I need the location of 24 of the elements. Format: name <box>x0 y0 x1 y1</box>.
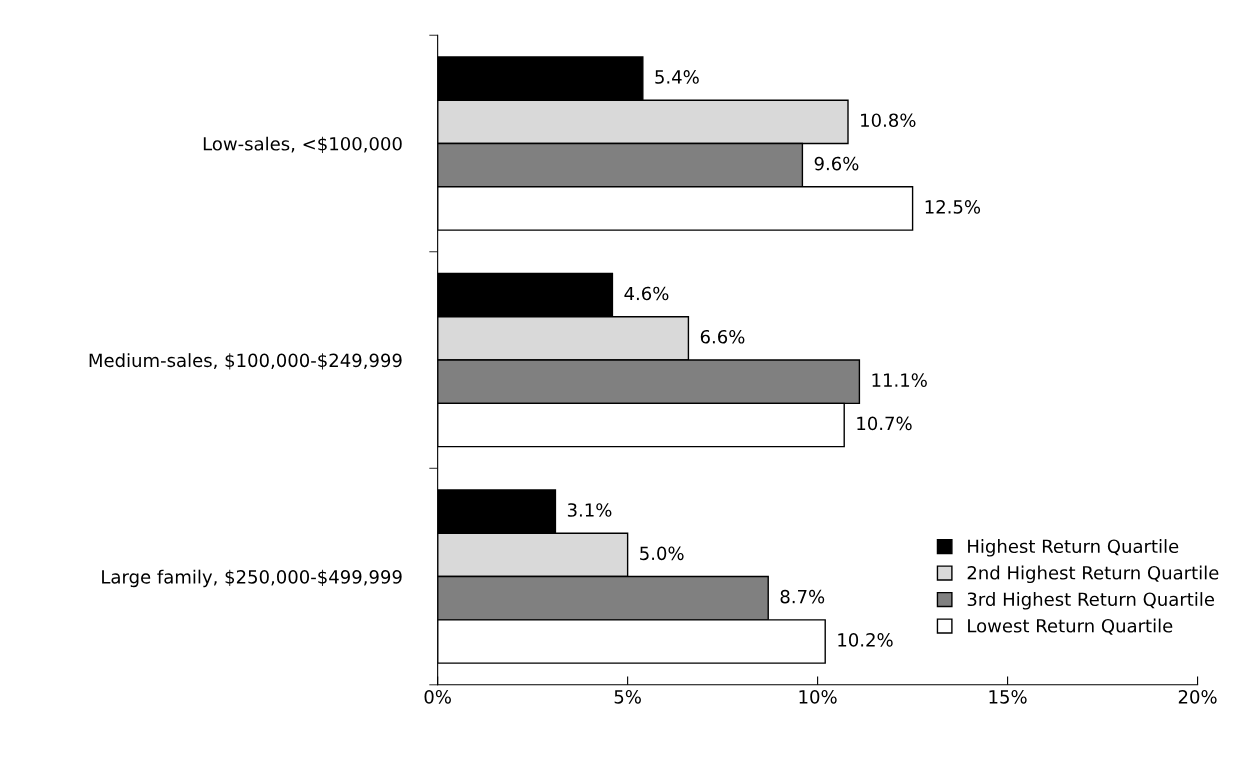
y-tick-label: Medium-sales, $100,000-$249,999 <box>89 353 402 370</box>
legend-label: Highest Return Quartile <box>968 539 1179 557</box>
data-label: 3.1% <box>567 503 612 517</box>
data-label: 12.5% <box>925 200 981 214</box>
x-tick-label: 15% <box>989 689 1027 704</box>
data-label: 5.0% <box>640 546 684 561</box>
x-tick-label: 20% <box>1178 689 1217 704</box>
data-label: 10.8% <box>861 113 916 128</box>
legend-label: 2nd Highest Return Quartile <box>967 565 1219 584</box>
data-label: 4.6% <box>624 286 669 301</box>
x-tick-label: 5% <box>614 689 641 704</box>
legend-label: Lowest Return Quartile <box>968 618 1173 635</box>
data-label: 10.2% <box>838 633 893 647</box>
x-tick-label: 10% <box>799 689 837 704</box>
data-label: 8.7% <box>780 589 825 604</box>
y-tick-label: Large family, $250,000-$499,999 <box>102 569 402 588</box>
y-tick-label: Low-sales, <$100,000 <box>203 136 402 154</box>
legend-label: 3rd Highest Return Quartile <box>967 592 1215 610</box>
data-label: 6.6% <box>700 329 745 344</box>
data-label: 10.7% <box>857 416 912 431</box>
data-label: 11.1% <box>872 373 927 387</box>
x-tick-label: 0% <box>424 689 451 704</box>
data-label: 5.4% <box>655 70 699 84</box>
data-label: 9.6% <box>814 156 859 171</box>
